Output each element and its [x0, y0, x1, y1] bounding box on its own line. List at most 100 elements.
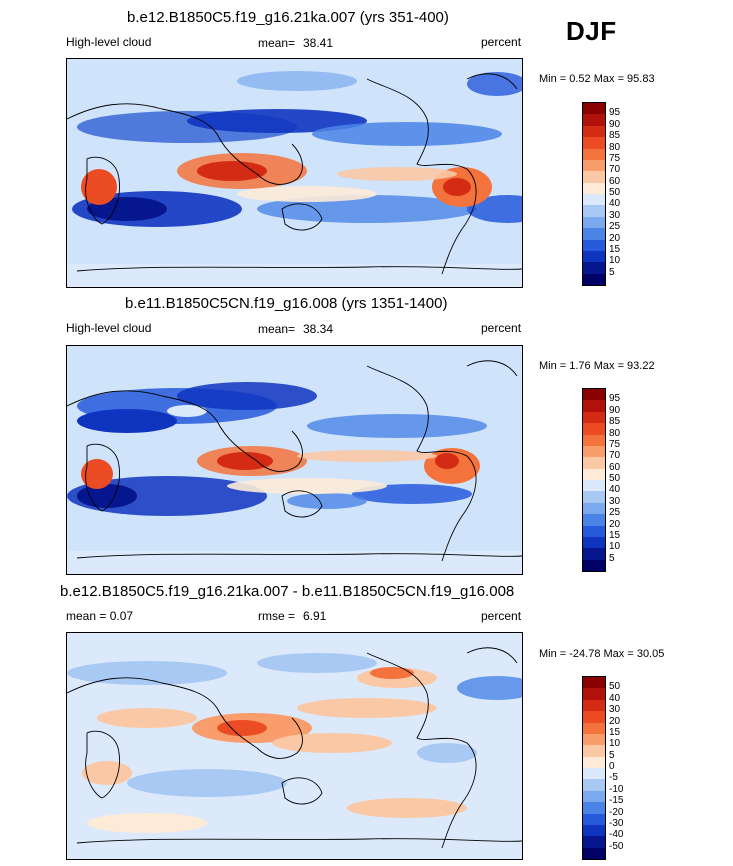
units-label: percent	[481, 35, 522, 49]
colorbar-swatch	[583, 779, 605, 791]
colorbar-tick-label: 80	[609, 427, 621, 439]
mean-value: 38.34	[303, 322, 334, 336]
colorbar-swatch	[583, 502, 605, 515]
colorbar-tick-label: 30	[609, 209, 621, 221]
colorbar-tick-label: 0	[609, 761, 615, 772]
map-panel-1	[66, 58, 523, 288]
colorbar-swatch	[583, 411, 605, 424]
colorbar-3	[582, 676, 606, 860]
colorbar-tick-label: 70	[609, 450, 621, 462]
colorbar-tick-label: 40	[609, 198, 621, 210]
colorbar-1	[582, 102, 606, 286]
colorbar-tick-label: 15	[609, 726, 621, 738]
colorbar-swatch	[583, 722, 605, 734]
colorbar-swatch	[583, 182, 605, 194]
variable-label: High-level cloud	[66, 321, 152, 335]
colorbar-swatch	[583, 525, 605, 537]
colorbar-swatch	[583, 847, 605, 859]
colorbar-swatch	[583, 711, 605, 723]
colorbar-swatch	[583, 514, 605, 526]
colorbar-tick-label: 5	[609, 749, 615, 761]
colorbar-swatch	[583, 756, 605, 768]
colorbar-swatch	[583, 733, 605, 746]
rmse-value: 6.91	[303, 609, 327, 623]
colorbar-tick-label: 60	[609, 461, 621, 473]
colorbar-tick-label: 40	[609, 484, 621, 496]
season-label: DJF	[566, 16, 617, 46]
colorbar-tick-label: 60	[609, 175, 621, 187]
colorbar-tick-label: 10	[609, 738, 621, 750]
colorbar-swatch	[583, 768, 605, 780]
colorbar-swatch	[583, 239, 605, 251]
colorbar-swatch	[583, 836, 605, 848]
colorbar-tick-label: 30	[609, 495, 621, 507]
min-max-text: Min = 1.76 Max = 93.22	[539, 360, 655, 372]
colorbar-swatch	[583, 813, 605, 825]
colorbar-swatch	[583, 114, 605, 126]
colorbar-tick-label: -5	[609, 772, 618, 784]
colorbar-swatch	[583, 228, 605, 240]
colorbar-tick-label: 10	[609, 255, 621, 267]
min-max-text: Min = -24.78 Max = 30.05	[539, 648, 665, 660]
colorbar-tick-label: 75	[609, 438, 621, 450]
min-max-text: Min = 0.52 Max = 95.83	[539, 73, 655, 85]
colorbar-swatch	[583, 194, 605, 206]
colorbar-swatch	[583, 148, 605, 160]
colorbar-tick-label: -20	[609, 806, 624, 818]
map-panel-3	[66, 632, 523, 860]
colorbar-2	[582, 388, 606, 572]
colorbar-tick-label: -10	[609, 783, 624, 795]
colorbar-swatch	[583, 824, 605, 837]
mean-label: mean=	[258, 322, 296, 336]
colorbar-tick-label: 20	[609, 232, 621, 244]
colorbar-tick-label: 25	[609, 221, 621, 233]
colorbar-labels-1: 95 90 85 80 75 70 60 50 40 30 25 20 15 10 5	[609, 102, 639, 286]
mean-text: mean = 0.07	[66, 609, 134, 623]
colorbar-tick-label: 75	[609, 152, 621, 164]
colorbar-tick-label: 10	[609, 541, 621, 553]
colorbar-swatch	[583, 125, 605, 138]
colorbar-swatch	[583, 745, 605, 757]
colorbar-swatch	[583, 171, 605, 183]
rmse-label: rmse =	[258, 609, 296, 623]
colorbar-tick-label: 15	[609, 529, 621, 541]
colorbar-tick-label: 15	[609, 243, 621, 255]
colorbar-swatch	[583, 250, 605, 263]
colorbar-tick-label: 50	[609, 473, 621, 484]
mean-value: 38.41	[303, 36, 334, 50]
colorbar-tick-label: 95	[609, 393, 621, 405]
colorbar-tick-label: 50	[609, 187, 621, 198]
colorbar-tick-label: 95	[609, 107, 621, 119]
colorbar-swatch	[583, 400, 605, 412]
colorbar-swatch	[583, 559, 605, 571]
units-label: percent	[481, 321, 522, 335]
colorbar-swatch	[583, 445, 605, 458]
colorbar-swatch	[583, 491, 605, 503]
colorbar-swatch	[583, 790, 605, 803]
colorbar-swatch	[583, 548, 605, 560]
variable-label: High-level cloud	[66, 35, 152, 49]
colorbar-swatch	[583, 536, 605, 549]
colorbar-tick-label: 70	[609, 164, 621, 176]
colorbar-tick-label: -50	[609, 840, 624, 852]
colorbar-tick-label: -30	[609, 817, 624, 829]
colorbar-tick-label: 25	[609, 507, 621, 519]
colorbar-tick-label: 5	[609, 266, 615, 278]
colorbar-tick-label: -15	[609, 795, 624, 807]
colorbar-swatch	[583, 699, 605, 712]
colorbar-labels-3: 50 40 30 20 15 10 5 0 -5 -10 -15 -20 -30 -40 -50	[609, 676, 639, 860]
colorbar-labels-2: 95 90 85 80 75 70 60 50 40 30 25 20 15 10 5	[609, 388, 639, 572]
panel-title: b.e12.B1850C5.f19_g16.21ka.007 (yrs 351-…	[127, 9, 449, 26]
colorbar-tick-label: 80	[609, 141, 621, 153]
colorbar-tick-label: 85	[609, 416, 621, 428]
mean-label: mean=	[258, 36, 296, 50]
colorbar-swatch	[583, 457, 605, 469]
colorbar-tick-label: 90	[609, 118, 621, 130]
colorbar-tick-label: 20	[609, 518, 621, 530]
colorbar-tick-label: 5	[609, 552, 615, 564]
colorbar-tick-label: 50	[609, 681, 621, 693]
panel-title: b.e12.B1850C5.f19_g16.21ka.007 - b.e11.B…	[60, 583, 515, 600]
colorbar-tick-label: 20	[609, 715, 621, 727]
colorbar-tick-label: 30	[609, 704, 621, 716]
colorbar-swatch	[583, 389, 605, 401]
